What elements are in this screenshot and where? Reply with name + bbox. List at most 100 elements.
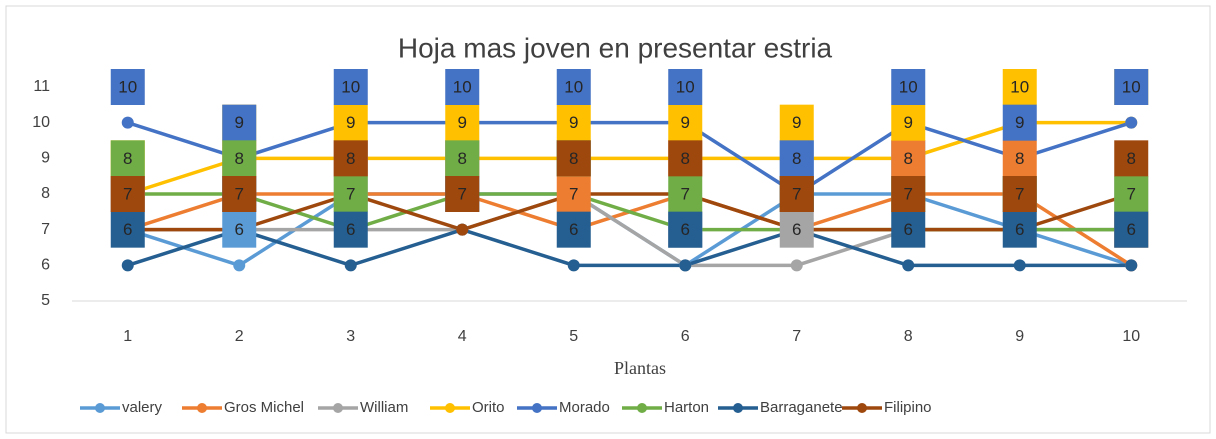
data-label-text: 6 [904, 220, 913, 239]
legend-label: Morado [559, 399, 610, 416]
data-label-box [445, 176, 480, 212]
data-label-box [222, 140, 257, 177]
data-label-text: 8 [235, 149, 244, 168]
legend-item: Morado [517, 399, 610, 416]
x-tick-label: 10 [1122, 328, 1140, 345]
point-marker [1013, 259, 1026, 272]
y-tick-label: 11 [33, 78, 50, 95]
data-label: 10 [445, 69, 480, 105]
data-label-text: 9 [792, 113, 801, 132]
data-label: 10 [668, 69, 703, 105]
x-axis-title: Plantas [614, 358, 666, 378]
data-label-box [1002, 176, 1037, 212]
data-label: 9 [556, 104, 591, 141]
data-label-box [222, 211, 257, 248]
data-label-box [556, 104, 591, 141]
point-marker [1125, 259, 1138, 272]
data-label-text: 10 [1122, 77, 1141, 96]
data-label: 6 [1002, 211, 1037, 248]
data-label-box [1114, 140, 1149, 177]
data-label-box [668, 176, 703, 212]
data-label-box [333, 104, 368, 141]
legend-label: William [360, 399, 408, 416]
legend-label: valery [122, 399, 163, 416]
data-label: 6 [891, 211, 926, 248]
data-label: 10 [333, 69, 368, 105]
legend-item: Filipino [842, 399, 932, 416]
data-label: 8 [668, 140, 703, 177]
x-tick-label: 3 [346, 328, 355, 345]
data-label-text: 7 [346, 184, 355, 203]
chart-title: Hoja mas joven en presentar estria [398, 32, 833, 63]
data-label-text: 10 [676, 77, 695, 96]
data-label-box [556, 211, 591, 248]
legend-marker [333, 403, 343, 413]
y-tick-label: 8 [41, 185, 50, 202]
data-label: 9 [333, 104, 368, 141]
point-marker [344, 259, 357, 272]
data-label-box [668, 69, 703, 105]
legend-label: Orito [472, 399, 505, 416]
data-label-text: 10 [341, 77, 360, 96]
data-label: 6 [668, 211, 703, 248]
series-line [127, 192, 1132, 232]
data-label: 7 [668, 176, 703, 212]
data-label: 10 [556, 69, 591, 105]
legend-item: Orito [430, 399, 505, 416]
data-label-box [1114, 176, 1149, 212]
data-label: 6 [1114, 211, 1149, 248]
data-label: 8 [110, 140, 145, 177]
data-label-box [222, 176, 257, 212]
data-label-text: 8 [792, 149, 801, 168]
x-tick-label: 7 [792, 328, 801, 345]
data-label-box [1002, 140, 1037, 177]
data-label-box [556, 140, 591, 177]
data-label: 7 [445, 176, 480, 212]
data-label-text: 6 [123, 220, 132, 239]
data-label: 8 [222, 140, 257, 177]
data-label-text: 6 [1127, 220, 1136, 239]
y-tick-label: 9 [41, 150, 50, 167]
legend-item: William [318, 399, 408, 416]
data-label-box [333, 69, 368, 105]
data-label: 10 [1114, 69, 1149, 105]
x-tick-label: 1 [123, 328, 132, 345]
data-label-text: 7 [681, 184, 690, 203]
data-label-box [779, 104, 814, 141]
data-label-text: 6 [681, 220, 690, 239]
data-label: 7 [1002, 176, 1037, 212]
point-marker [790, 259, 803, 272]
legend-item: Gros Michel [182, 399, 304, 416]
data-label: 8 [779, 140, 814, 177]
data-label-box [556, 69, 591, 105]
data-label-text: 10 [453, 77, 472, 96]
data-label: 8 [891, 140, 926, 177]
data-label-text: 10 [118, 77, 137, 96]
data-label-text: 7 [1127, 184, 1136, 203]
data-label-box [110, 69, 145, 105]
data-label-text: 6 [1015, 220, 1024, 239]
data-label-box [445, 69, 480, 105]
data-label-text: 8 [346, 149, 355, 168]
data-label: 8 [1002, 140, 1037, 177]
data-label-text: 6 [235, 220, 244, 239]
legend-marker [857, 403, 867, 413]
x-tick-label: 4 [458, 328, 467, 345]
data-label: 9 [222, 104, 257, 141]
data-label-box [1002, 211, 1037, 248]
data-label: 9 [445, 104, 480, 141]
data-label-text: 9 [681, 113, 690, 132]
data-label-text: 8 [1127, 149, 1136, 168]
data-label: 8 [445, 140, 480, 177]
x-tick-label: 2 [235, 328, 244, 345]
data-label: 10 [891, 69, 926, 105]
data-label-box [891, 176, 926, 212]
data-label: 8 [556, 140, 591, 177]
data-label: 7 [1114, 176, 1149, 212]
data-label-text: 8 [904, 149, 913, 168]
data-label: 10 [110, 69, 145, 105]
data-label-box [668, 211, 703, 248]
point-marker [902, 259, 915, 272]
data-label: 9 [891, 104, 926, 141]
point-marker [121, 116, 134, 129]
